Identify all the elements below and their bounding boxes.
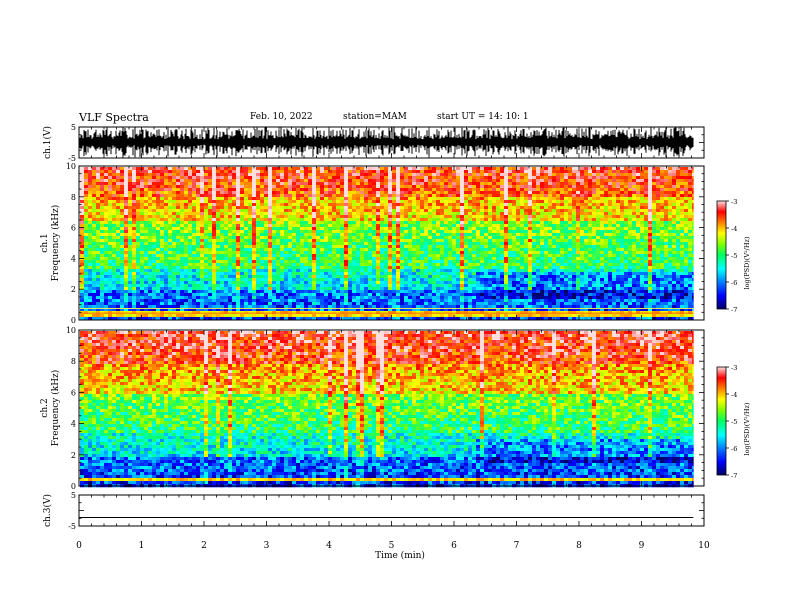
y-axis-label: ch.1(V) xyxy=(42,126,53,159)
colorbar-tick-label: -5 xyxy=(731,418,737,426)
y-axis-label: ch.2 xyxy=(40,398,50,417)
spectrogram-ch2-image xyxy=(80,331,694,488)
y-tick-label: 10 xyxy=(66,326,76,335)
y-tick-label: 5 xyxy=(71,491,76,500)
x-tick-label: 10 xyxy=(698,541,710,551)
date-label: Feb. 10, 2022 xyxy=(250,112,313,122)
colorbar xyxy=(716,200,727,310)
y-tick-label: 4 xyxy=(71,254,76,263)
y-tick-label: 10 xyxy=(66,162,76,171)
start-time-label: start UT = 14: 10: 1 xyxy=(437,112,529,122)
y-tick-label: -5 xyxy=(68,154,76,163)
colorbar-tick-label: -3 xyxy=(731,364,737,372)
x-tick-label: 4 xyxy=(326,541,332,551)
y-tick-label: 0 xyxy=(71,482,76,491)
y-axis-label: Frequency (kHz) xyxy=(50,370,61,447)
x-tick-label: 7 xyxy=(514,541,520,551)
y-tick-label: 8 xyxy=(71,357,76,366)
y-axis-label: ch.1 xyxy=(40,233,50,252)
y-tick-label: 5 xyxy=(71,123,76,132)
y-tick-label: 0 xyxy=(71,316,76,325)
y-tick-label: 6 xyxy=(71,224,76,233)
colorbar-tick-label: -6 xyxy=(731,279,737,287)
x-tick-label: 8 xyxy=(576,541,582,551)
x-tick-label: 1 xyxy=(139,541,145,551)
x-tick-label: 9 xyxy=(639,541,645,551)
colorbar-tick-label: -5 xyxy=(731,252,737,260)
y-tick-label: 4 xyxy=(71,420,76,429)
colorbar-tick-label: -6 xyxy=(731,445,737,453)
x-tick-label: 0 xyxy=(76,541,82,551)
x-tick-label: 6 xyxy=(451,541,457,551)
x-tick-label: 5 xyxy=(389,541,395,551)
colorbar xyxy=(716,366,727,476)
x-tick-label: 2 xyxy=(201,541,207,551)
y-tick-label: 8 xyxy=(71,193,76,202)
colorbar-label: log(PSD)(V²/Hz) xyxy=(743,236,751,289)
station-label: station=MAM xyxy=(343,112,407,122)
waveform-ch1-trace xyxy=(79,127,694,158)
colorbar-label: log(PSD)(V²/Hz) xyxy=(743,402,751,455)
x-tick-label: 3 xyxy=(264,541,270,551)
y-tick-label: 6 xyxy=(71,388,76,397)
colorbar-tick-label: -4 xyxy=(731,225,737,233)
y-tick-label: 2 xyxy=(71,451,76,460)
colorbar-tick-label: -7 xyxy=(731,472,737,480)
colorbar-tick-label: -3 xyxy=(731,198,737,206)
colorbar-tick-label: -7 xyxy=(731,306,737,314)
x-axis-label: Time (min) xyxy=(375,550,425,561)
y-axis-label: Frequency (kHz) xyxy=(50,205,61,282)
colorbar-tick-label: -4 xyxy=(731,391,737,399)
chart-title: VLF Spectra xyxy=(79,111,149,124)
y-tick-label: 2 xyxy=(71,285,76,294)
y-axis-label: ch.3(V) xyxy=(42,494,53,527)
y-tick-label: -5 xyxy=(68,522,76,531)
spectrogram-ch1-image xyxy=(80,167,694,321)
